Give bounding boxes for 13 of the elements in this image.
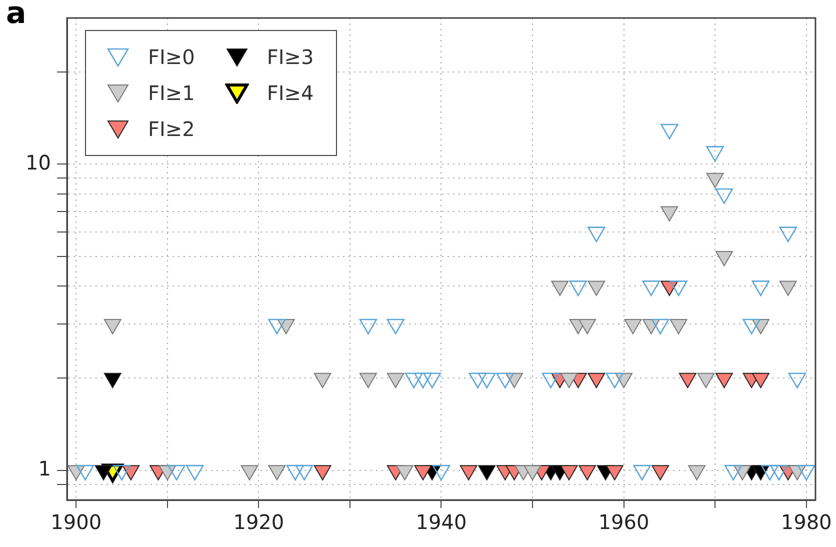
x-tick-label: 1960 <box>598 510 650 534</box>
x-tick-label: 1920 <box>233 510 284 534</box>
legend-label: FI≥3 <box>266 45 314 69</box>
x-tick-label: 1940 <box>416 510 467 534</box>
legend-label: FI≥2 <box>148 117 195 141</box>
x-tick-label: 1980 <box>780 510 832 534</box>
chart-title: a <box>6 0 26 31</box>
y-tick-label: 1 <box>38 456 51 481</box>
y-tick-label: 10 <box>26 150 51 174</box>
legend-label: FI≥1 <box>148 81 195 105</box>
x-tick-label: 1900 <box>50 510 102 534</box>
legend-label: FI≥4 <box>266 81 314 105</box>
legend-label: FI≥0 <box>148 45 195 69</box>
